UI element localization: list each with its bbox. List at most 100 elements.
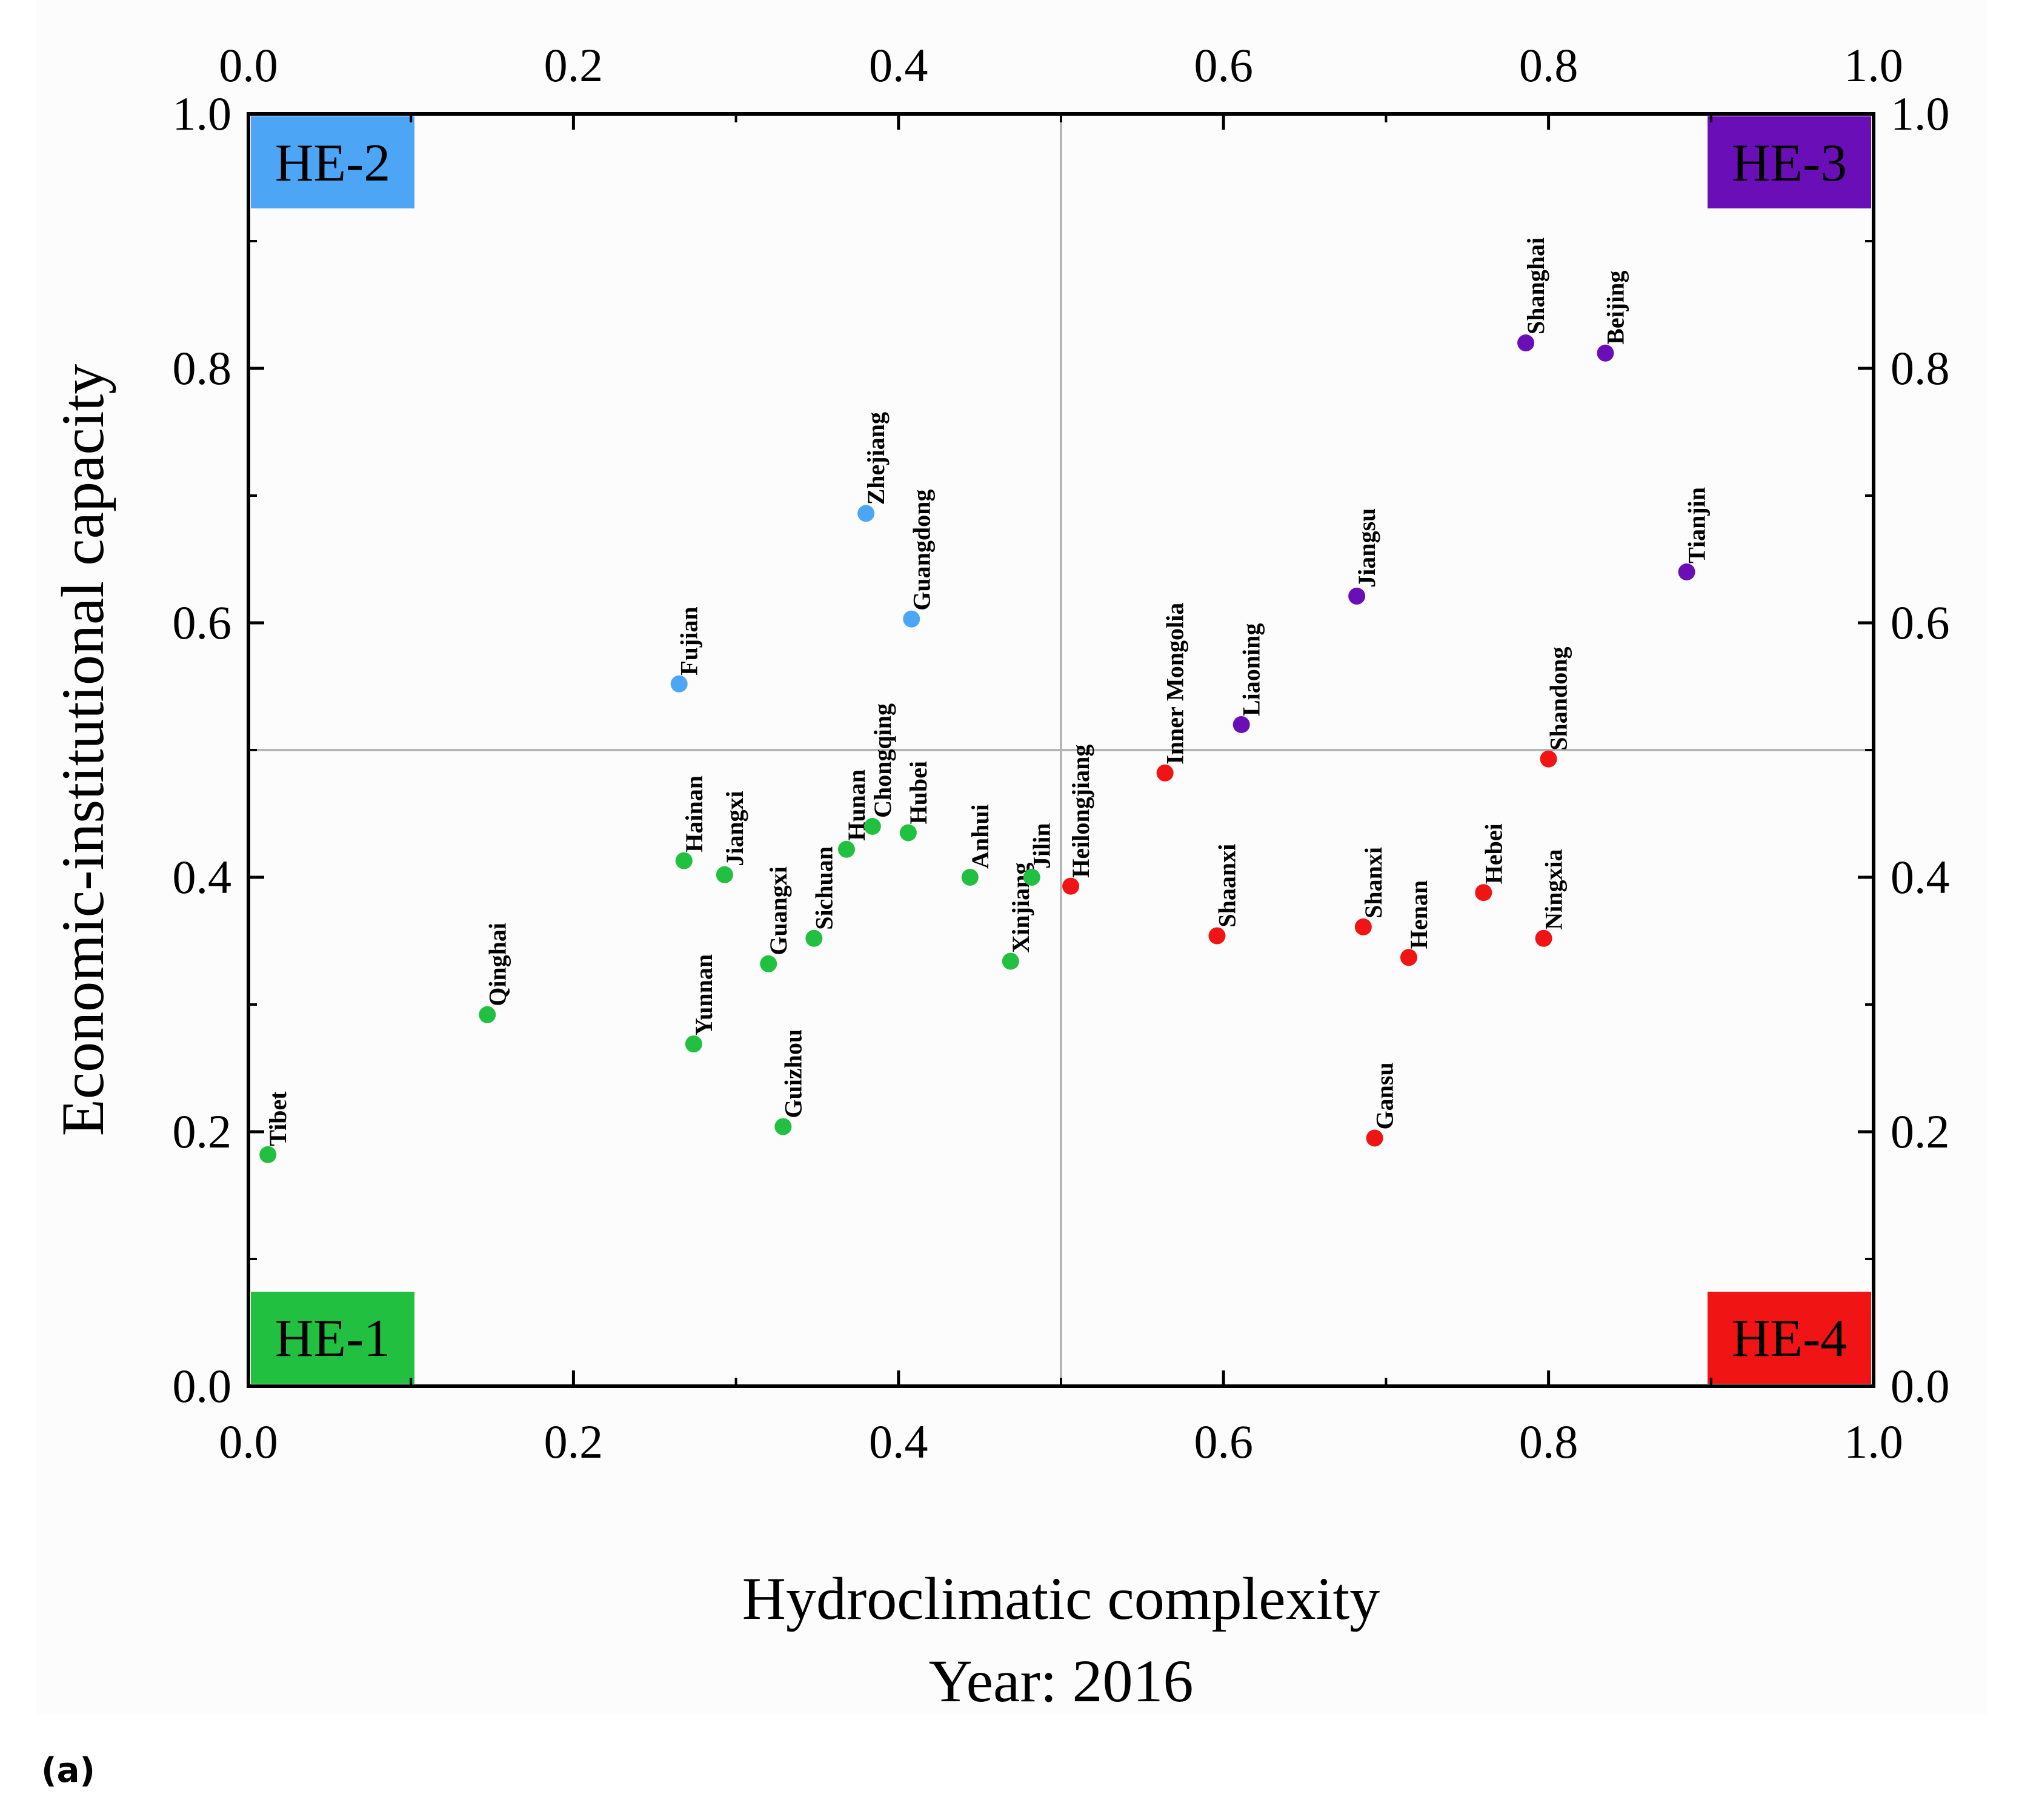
point-jiangsu bbox=[1348, 587, 1366, 605]
point-shaanxi bbox=[1208, 927, 1226, 945]
point-label-zhejiang: Zhejiang bbox=[862, 412, 890, 505]
point-label-inner-mongolia: Inner Mongolia bbox=[1162, 603, 1189, 765]
point-label-tibet: Tibet bbox=[264, 1091, 291, 1146]
y-tick-label: 0.0 bbox=[173, 1360, 232, 1412]
x-tick-label: 0.4 bbox=[869, 1415, 928, 1468]
point-shanxi bbox=[1354, 918, 1372, 935]
point-label-beijing: Beijing bbox=[1602, 271, 1629, 345]
point-tianjin bbox=[1678, 563, 1695, 580]
x-tick-label: 0.0 bbox=[219, 1415, 278, 1468]
x-tick-label: 0.6 bbox=[1194, 1415, 1253, 1468]
chart-panel: HE-1 HE-2 HE-3 HE-4 0.0 0.0 0.2 0.2 0.4 0.4 0.6 0.… bbox=[36, 0, 1987, 1715]
point-guangxi bbox=[760, 955, 777, 972]
y-right-tick-label: 0.6 bbox=[1891, 596, 1950, 649]
panel-label: (a) bbox=[41, 1751, 95, 1790]
point-gansu bbox=[1366, 1129, 1383, 1147]
point-hebei bbox=[1475, 884, 1492, 902]
point-label-chongqing: Chongqing bbox=[869, 703, 896, 818]
point-label-hebei: Hebei bbox=[1480, 823, 1507, 884]
point-label-heilongjiang: Heilongjiang bbox=[1067, 745, 1094, 878]
point-chongqing bbox=[863, 818, 881, 835]
point-inner-mongolia bbox=[1156, 764, 1174, 782]
point-shanghai bbox=[1517, 334, 1535, 351]
point-label-guizhou: Guizhou bbox=[779, 1029, 807, 1118]
point-liaoning bbox=[1232, 716, 1250, 733]
y-tick-label: 0.8 bbox=[173, 342, 232, 394]
point-guizhou bbox=[774, 1118, 792, 1135]
x-top-tick-label: 0.4 bbox=[869, 39, 928, 91]
year-subtitle: Year: 2016 bbox=[928, 1647, 1193, 1715]
x-tick-label: 0.2 bbox=[544, 1415, 604, 1468]
point-label-anhui: Anhui bbox=[966, 804, 994, 869]
quadrant-labels: HE-1 HE-2 HE-3 HE-4 bbox=[251, 116, 1871, 1384]
x-top-tick-label: 0.6 bbox=[1194, 39, 1253, 91]
x-top-tick-label: 0.0 bbox=[219, 39, 278, 91]
point-label-fujian: Fujian bbox=[676, 606, 703, 675]
point-ningxia bbox=[1535, 929, 1552, 947]
point-label-liaoning: Liaoning bbox=[1238, 623, 1265, 716]
point-heilongjiang bbox=[1062, 877, 1080, 895]
y-tick-label: 0.4 bbox=[173, 851, 232, 903]
y-right-tick-label: 0.4 bbox=[1891, 851, 1950, 903]
x-top-tick-label: 0.2 bbox=[544, 39, 604, 91]
point-label-shanxi: Shanxi bbox=[1360, 847, 1387, 918]
point-shandong bbox=[1540, 750, 1557, 768]
point-hunan bbox=[837, 840, 855, 858]
y-right-tick-label: 0.0 bbox=[1891, 1360, 1950, 1412]
point-guangdong bbox=[903, 610, 920, 628]
point-label-hainan: Hainan bbox=[680, 775, 708, 852]
point-hubei bbox=[899, 824, 917, 842]
point-label-shaanxi: Shaanxi bbox=[1213, 844, 1240, 928]
point-xinjiang bbox=[1002, 952, 1019, 970]
point-label-shanghai: Shanghai bbox=[1522, 237, 1549, 334]
point-label-gansu: Gansu bbox=[1371, 1062, 1399, 1129]
point-label-qinghai: Qinghai bbox=[484, 923, 511, 1006]
point-qinghai bbox=[479, 1006, 496, 1023]
point-hainan bbox=[675, 852, 693, 869]
point-fujian bbox=[670, 675, 688, 692]
reference-lines bbox=[248, 114, 1874, 1386]
x-top-tick-label: 0.8 bbox=[1519, 39, 1578, 91]
quadrant-label-he-1: HE-1 bbox=[275, 1309, 391, 1368]
point-label-henan: Henan bbox=[1405, 880, 1432, 949]
point-label-sichuan: Sichuan bbox=[810, 846, 837, 930]
point-sichuan bbox=[805, 929, 823, 947]
data-points: Tibet Qinghai Hainan Yunnan Jiangxi Guangxi Gu… bbox=[259, 237, 1711, 1163]
point-zhejiang bbox=[857, 505, 875, 522]
quadrant-label-he-3: HE-3 bbox=[1732, 134, 1848, 193]
point-label-hubei: Hubei bbox=[905, 761, 932, 824]
point-tibet bbox=[259, 1146, 277, 1163]
axis-ticks: 0.00.00.20.20.40.40.60.60.80.81.01.00.0 0… bbox=[173, 39, 1950, 1468]
point-beijing bbox=[1597, 344, 1614, 362]
x-tick-label: 0.8 bbox=[1519, 1415, 1578, 1468]
y-right-tick-label: 0.2 bbox=[1891, 1105, 1950, 1158]
quadrant-box-he-3 bbox=[1708, 116, 1871, 208]
point-label-ningxia: Ningxia bbox=[1540, 849, 1568, 929]
quadrant-box-he-4 bbox=[1708, 1292, 1871, 1384]
point-label-jilin: Jilin bbox=[1028, 823, 1056, 869]
point-henan bbox=[1400, 949, 1417, 966]
point-anhui bbox=[961, 869, 979, 886]
x-tick-label: 1.0 bbox=[1844, 1415, 1903, 1468]
quadrant-box-he-1 bbox=[251, 1292, 414, 1384]
quadrant-box-he-2 bbox=[251, 116, 414, 208]
y-tick-label: 0.6 bbox=[173, 596, 232, 649]
point-label-jiangsu: Jiangsu bbox=[1353, 508, 1380, 588]
y-right-tick-label: 1.0 bbox=[1891, 87, 1950, 140]
y-tick-label: 1.0 bbox=[173, 87, 232, 140]
point-label-guangxi: Guangxi bbox=[765, 866, 792, 955]
x-top-tick-label: 1.0 bbox=[1844, 39, 1903, 91]
scatter-chart: HE-1HE-2 HE-3HE-4 0.00.00.20.20.40.40.60.… bbox=[49, 39, 1950, 1715]
y-tick-label: 0.2 bbox=[173, 1105, 232, 1158]
point-yunnan bbox=[685, 1035, 702, 1053]
x-axis-title: Hydroclimatic complexity bbox=[742, 1565, 1380, 1632]
point-label-tianjin: Tianjin bbox=[1683, 487, 1711, 563]
point-label-shandong: Shandong bbox=[1545, 646, 1572, 750]
y-right-tick-label: 0.8 bbox=[1891, 342, 1950, 394]
quadrant-label-he-4: HE-4 bbox=[1732, 1309, 1848, 1368]
point-jilin bbox=[1023, 869, 1040, 886]
quadrant-label-he-2: HE-2 bbox=[275, 134, 391, 193]
point-label-guangdong: Guangdong bbox=[908, 490, 935, 611]
y-axis-title: Economic-institutional capacity bbox=[49, 364, 116, 1137]
point-label-yunnan: Yunnan bbox=[690, 954, 717, 1035]
